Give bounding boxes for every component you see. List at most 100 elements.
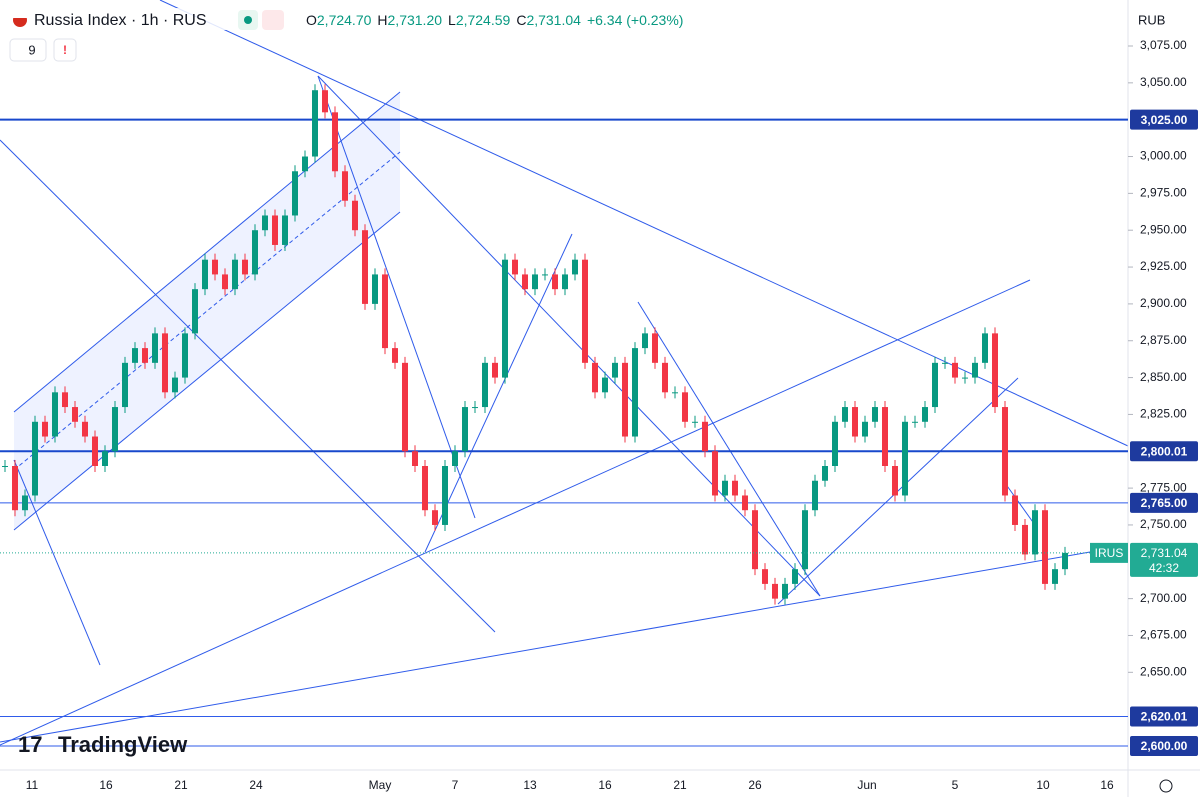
candle [882, 407, 888, 466]
price-tick-label: 2,675.00 [1140, 628, 1187, 642]
candle [722, 480, 728, 496]
candle [502, 259, 508, 378]
time-tick-label: Jun [857, 778, 876, 792]
candle [902, 421, 908, 496]
candle [742, 495, 748, 511]
candle [562, 274, 568, 290]
candle [22, 495, 28, 511]
candle [972, 362, 978, 378]
candle [1022, 524, 1028, 555]
price-tick-label: 2,900.00 [1140, 296, 1187, 310]
candle [482, 362, 488, 408]
trend-lines [0, 0, 1129, 746]
time-tick-label: 10 [1036, 778, 1050, 792]
time-tick-label: 21 [174, 778, 188, 792]
candle [152, 333, 158, 363]
ohlc-value: 2,724.59 [456, 12, 511, 28]
time-tick-label: 26 [748, 778, 762, 792]
candle [52, 392, 58, 437]
time-tick-label: May [369, 778, 392, 792]
candle [532, 274, 538, 290]
price-tick-label: 2,775.00 [1140, 480, 1187, 494]
candle [472, 407, 478, 409]
candle [272, 215, 278, 245]
level-tag [1130, 109, 1198, 130]
candle [232, 259, 238, 290]
candle [422, 466, 428, 511]
level-tag [1130, 736, 1198, 756]
symbol-tag [1090, 542, 1128, 563]
price-tick-label: 2,950.00 [1140, 222, 1187, 236]
price-tick-label: 2,850.00 [1140, 370, 1187, 384]
time-tick-label: 16 [1100, 778, 1114, 792]
time-tick-label: 24 [249, 778, 263, 792]
change: +6.34 (+0.23%) [587, 12, 684, 28]
candle [752, 510, 758, 570]
candle [912, 421, 918, 423]
candle [72, 407, 78, 422]
candle [12, 466, 18, 511]
time-tick-label: 21 [673, 778, 687, 792]
candle [642, 333, 648, 349]
settings-icon[interactable] [1159, 779, 1173, 793]
candle [112, 407, 118, 452]
candle [582, 259, 588, 363]
candle [702, 421, 708, 452]
price-tick-label: 3,000.00 [1140, 149, 1187, 163]
alert-icon[interactable] [53, 38, 77, 62]
candle [522, 274, 528, 290]
candle [142, 348, 148, 363]
alert-icon: ! [63, 43, 67, 57]
indicator-toggle[interactable] [9, 38, 47, 62]
currency: RUB [1138, 12, 1165, 27]
ohlc-label: C [516, 12, 526, 28]
price-tick-label: 2,750.00 [1140, 517, 1187, 531]
logo-icon: 17 [18, 732, 42, 757]
flag-icon [13, 13, 27, 18]
candle [962, 377, 968, 379]
countdown: 42:32 [1149, 561, 1179, 575]
candle [952, 362, 958, 378]
candle [192, 289, 198, 334]
ohlc-value: 2,724.70 [317, 12, 372, 28]
candle [512, 259, 518, 275]
candle [242, 259, 248, 275]
time-tick-label: 16 [598, 778, 612, 792]
price-tick-label: 2,925.00 [1140, 259, 1187, 273]
candle [872, 407, 878, 422]
price-tick-label: 2,825.00 [1140, 407, 1187, 421]
level-label: 2,800.01 [1141, 444, 1188, 458]
candle [432, 510, 438, 525]
candle [1042, 510, 1048, 584]
candle [922, 407, 928, 422]
candle [682, 392, 688, 422]
candle [302, 156, 308, 172]
candle [382, 274, 388, 349]
candle [332, 112, 338, 172]
candle [892, 466, 898, 496]
candle [992, 333, 998, 408]
candle [252, 230, 258, 275]
candle [772, 583, 778, 599]
candle [552, 274, 558, 290]
candle [362, 230, 368, 304]
candle [602, 377, 608, 393]
price-tick-label: 2,975.00 [1140, 186, 1187, 200]
price-tick-label: 2,700.00 [1140, 591, 1187, 605]
candle [942, 362, 948, 364]
candle [132, 348, 138, 363]
time-tick-label: 16 [99, 778, 113, 792]
candle [452, 451, 458, 466]
indicator-count: 9 [28, 42, 35, 57]
candle [32, 421, 38, 496]
level-label: 2,620.01 [1141, 710, 1188, 724]
symbol-title: Russia Index · 1h · RUS [34, 12, 207, 29]
candle [672, 392, 678, 394]
time-tick-label: 13 [523, 778, 537, 792]
ohlc-label: L [448, 12, 456, 28]
candle [862, 421, 868, 437]
ohlc: O2,724.70 H2,731.20 L2,724.59 C2,731.04 +6.3… [306, 12, 683, 28]
candle [202, 259, 208, 290]
